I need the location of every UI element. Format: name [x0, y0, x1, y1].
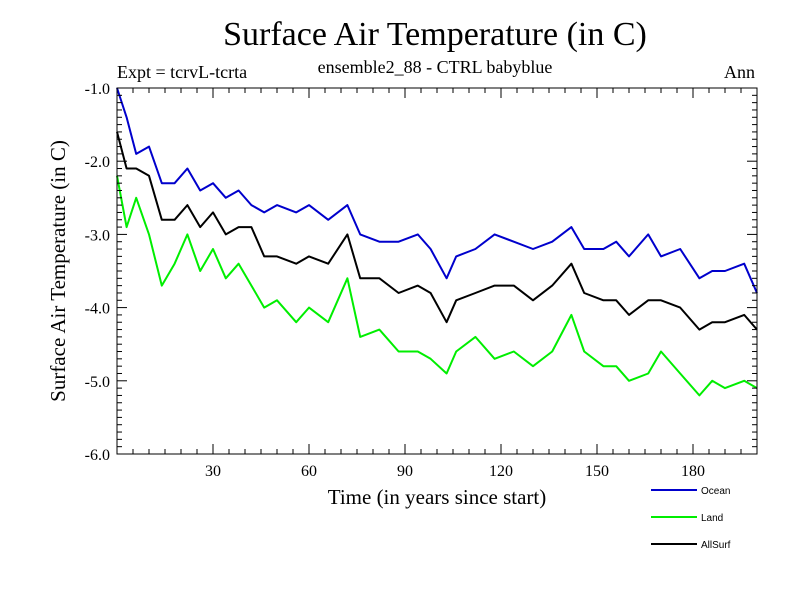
y-axis-title: Surface Air Temperature (in C): [46, 140, 70, 402]
x-tick-label: 150: [585, 463, 609, 480]
legend: Ocean Land AllSurf: [651, 486, 731, 551]
ticks-layer: [116, 87, 758, 455]
y-tick-label: -2.0: [85, 154, 110, 171]
x-axis-title: Time (in years since start): [328, 485, 547, 509]
x-tick-label: 90: [397, 463, 413, 480]
y-tick-label: -1.0: [85, 81, 110, 98]
x-tick-label: 60: [301, 463, 317, 480]
series-line-allsurf: [116, 131, 758, 331]
plot-frame: [116, 87, 758, 455]
period-label: Ann: [724, 62, 755, 82]
x-tick-label: 120: [489, 463, 513, 480]
series-layer: [116, 87, 758, 397]
tick-labels: 30 60 90 120 150 180 -1.0 -2.0 -3.0 -4.0 -5.0 -6.0: [85, 81, 705, 480]
legend-label-ocean: Ocean: [701, 486, 730, 497]
experiment-label: Expt = tcrvL-tcrta: [117, 62, 248, 82]
legend-label-land: Land: [701, 513, 723, 524]
y-tick-label: -6.0: [85, 447, 110, 464]
x-tick-label: 180: [681, 463, 705, 480]
chart-title: Surface Air Temperature (in C): [223, 16, 647, 53]
legend-label-allsurf: AllSurf: [701, 540, 731, 551]
series-line-ocean: [116, 87, 758, 294]
y-tick-label: -5.0: [85, 374, 110, 391]
series-line-land: [116, 175, 758, 397]
y-tick-label: -3.0: [85, 227, 110, 244]
x-tick-label: 30: [205, 463, 221, 480]
y-tick-label: -4.0: [85, 301, 110, 318]
chart-subtitle: ensemble2_88 - CTRL babyblue: [317, 57, 553, 77]
